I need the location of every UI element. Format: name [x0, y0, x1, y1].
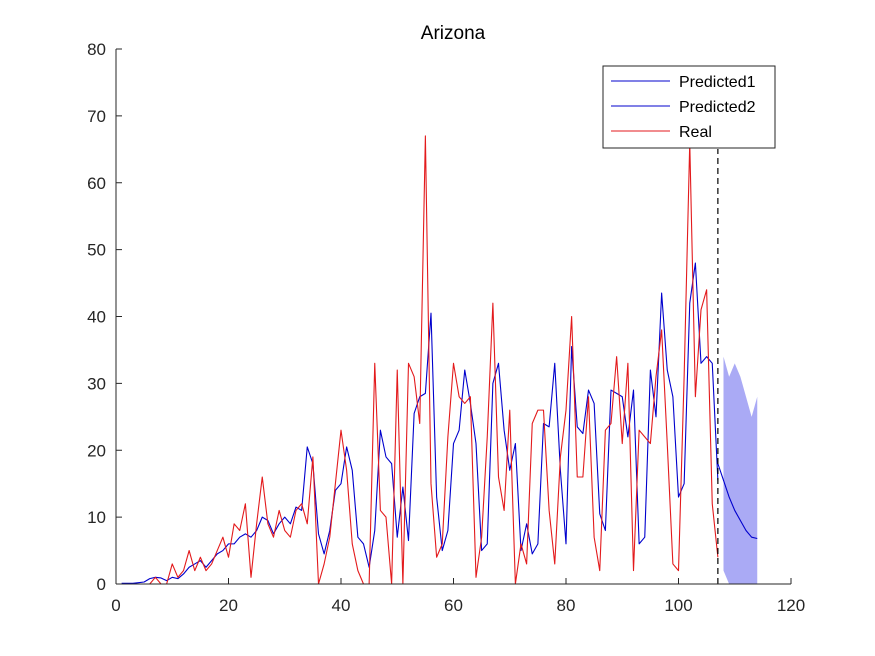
x-tick-label: 20 [219, 596, 238, 615]
x-tick-label: 60 [444, 596, 463, 615]
series-line-real [121, 135, 719, 585]
x-tick-label: 80 [557, 596, 576, 615]
legend-box [602, 65, 776, 149]
x-tick-label: 120 [777, 596, 805, 615]
y-tick-label: 0 [97, 575, 106, 594]
y-tick-label: 70 [87, 107, 106, 126]
confidence-band [723, 356, 758, 584]
x-tick-label: 40 [332, 596, 351, 615]
legend-label-predicted2: Predicted2 [679, 99, 756, 116]
y-tick-label: 50 [87, 241, 106, 260]
y-tick-label: 30 [87, 374, 106, 393]
x-tick-label: 0 [111, 596, 120, 615]
y-tick-label: 20 [87, 441, 106, 460]
x-tick-label: 100 [664, 596, 692, 615]
y-tick-label: 60 [87, 174, 106, 193]
y-tick-label: 80 [87, 40, 106, 59]
legend-label-real: Real [679, 124, 712, 141]
y-tick-label: 10 [87, 508, 106, 527]
y-tick-label: 40 [87, 308, 106, 327]
legend: Predicted1 Predicted2 Real [602, 65, 776, 149]
legend-label-predicted1: Predicted1 [679, 74, 756, 91]
series-line-predicted2 [717, 463, 758, 540]
chart-title: Arizona [421, 23, 486, 44]
plot-area: 0 20 40 60 80 100 120 0 10 20 30 40 50 60 70 80 [87, 40, 805, 615]
